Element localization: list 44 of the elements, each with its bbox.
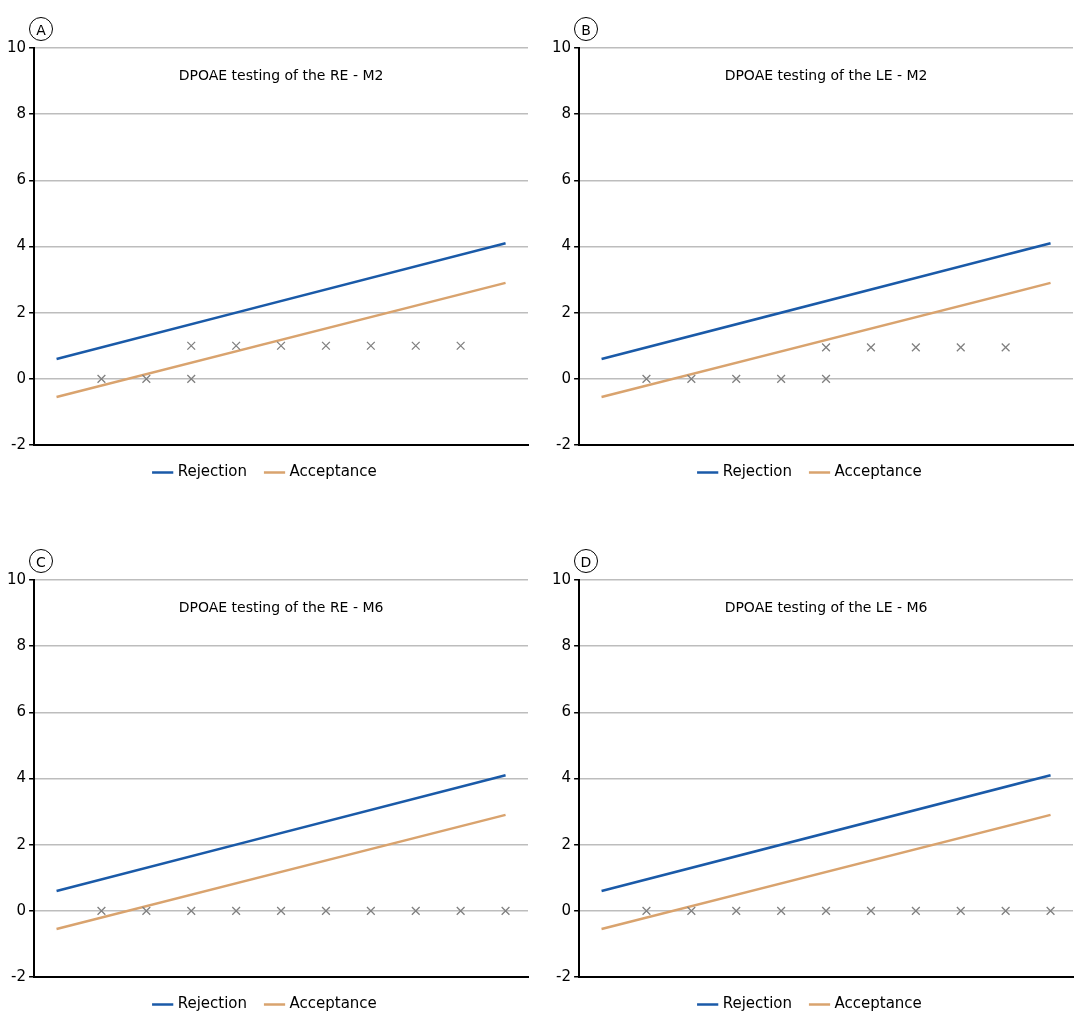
y-tick-label: 4: [561, 236, 572, 255]
legend-label: Acceptance: [834, 994, 922, 1013]
y-tick-label: 0: [16, 900, 27, 919]
y-tick-label: 2: [16, 302, 27, 321]
y-tick-label: 10: [551, 569, 572, 588]
y-tick-label: -2: [556, 966, 572, 985]
legend-label: Rejection: [177, 462, 248, 481]
y-tick-label: 2: [16, 834, 27, 853]
legend-label: Rejection: [177, 994, 248, 1013]
y-tick-label: 8: [561, 104, 572, 123]
legend-label: Acceptance: [289, 994, 377, 1013]
y-tick-label: -2: [556, 434, 572, 453]
y-tick-label: 10: [6, 37, 27, 56]
y-tick-label: 4: [16, 236, 27, 255]
y-tick-label: 4: [561, 768, 572, 787]
legend-label: Acceptance: [834, 462, 922, 481]
y-tick-label: 8: [16, 636, 27, 655]
text: A: [29, 17, 53, 41]
y-tick-label: 2: [561, 834, 572, 853]
y-tick-label: 6: [16, 702, 27, 721]
text: DPOAE testing of the LE - M2: [724, 66, 928, 83]
y-tick-label: 0: [561, 900, 572, 919]
legend-label: Rejection: [722, 462, 793, 481]
legend-label: Acceptance: [289, 462, 377, 481]
y-tick-label: 10: [6, 569, 27, 588]
y-tick-label: -2: [11, 434, 27, 453]
y-tick-label: 0: [16, 368, 27, 387]
y-tick-label: 6: [16, 170, 27, 189]
text: DPOAE testing of the RE - M2: [178, 66, 384, 83]
y-tick-label: 4: [16, 768, 27, 787]
y-tick-label: 2: [561, 302, 572, 321]
y-tick-label: 6: [561, 702, 572, 721]
y-tick-label: 8: [16, 104, 27, 123]
text: C: [29, 549, 53, 573]
text: B: [574, 17, 598, 41]
legend-label: Rejection: [722, 994, 793, 1013]
text: DPOAE testing of the RE - M6: [178, 598, 384, 615]
y-tick-label: 10: [551, 37, 572, 56]
text: D: [574, 549, 598, 573]
y-tick-label: 8: [561, 636, 572, 655]
y-tick-label: -2: [11, 966, 27, 985]
text: DPOAE testing of the LE - M6: [724, 598, 928, 615]
y-tick-label: 6: [561, 170, 572, 189]
y-tick-label: 0: [561, 368, 572, 387]
